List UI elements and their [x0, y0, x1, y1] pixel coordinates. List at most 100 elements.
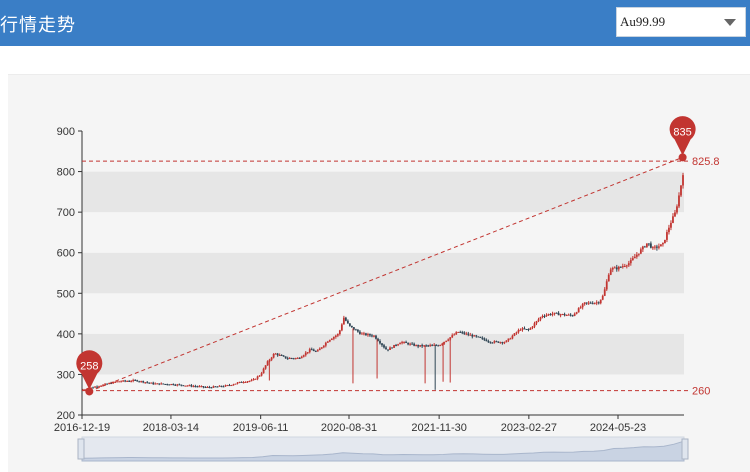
candle-body: [92, 387, 94, 389]
candle-body: [401, 342, 403, 344]
candle-body: [505, 340, 508, 343]
candle-body: [250, 380, 253, 382]
candle-body: [475, 335, 478, 337]
grid-band: [82, 171, 684, 213]
candle-body: [274, 353, 277, 355]
candle-body: [298, 357, 301, 359]
candle-body: [385, 347, 387, 350]
candle-body: [198, 386, 201, 388]
candle-body: [387, 349, 389, 351]
candle-body: [658, 246, 660, 248]
candle-body: [443, 341, 446, 344]
candle-body: [320, 347, 323, 349]
mark-point-dot: [85, 387, 94, 396]
candle-body: [445, 340, 448, 342]
candle-body: [174, 384, 177, 386]
candle-body: [184, 385, 187, 387]
candle-body: [302, 355, 305, 357]
candle-body: [615, 267, 618, 270]
candle-body: [543, 315, 546, 317]
candle-body: [306, 352, 309, 354]
candle-body: [682, 175, 684, 186]
data-zoom-slider[interactable]: [77, 436, 689, 462]
candle-body: [152, 382, 155, 385]
candle-body: [222, 386, 225, 388]
candle-body: [234, 383, 237, 385]
candle-body: [216, 386, 219, 388]
y-tick-label: 500: [57, 288, 75, 300]
page-title: 行情走势: [0, 15, 76, 36]
candle-body: [607, 274, 610, 282]
candle-body: [635, 254, 638, 257]
candle-body: [623, 265, 626, 267]
candle-body: [437, 345, 440, 347]
candle-body: [218, 385, 221, 387]
candle-body: [519, 329, 522, 331]
candle-body: [595, 302, 598, 304]
candle-body: [124, 380, 127, 382]
slider-preview: [81, 440, 685, 462]
candle-body: [613, 267, 616, 269]
y-tick-label: 400: [57, 329, 75, 341]
y-tick-label: 300: [57, 369, 75, 381]
candle-body: [194, 386, 197, 388]
candle-body: [158, 383, 161, 385]
y-tick-label: 200: [57, 410, 75, 422]
candle-body: [597, 302, 600, 304]
candle-body: [338, 330, 341, 335]
candle-body: [589, 302, 592, 304]
candle-body: [186, 385, 189, 387]
candle-body: [517, 330, 520, 333]
candle-body: [645, 243, 648, 247]
variety-select[interactable]: Au99.99: [616, 7, 746, 37]
candle-body: [162, 383, 165, 385]
candle-body: [647, 243, 650, 245]
candle-body: [431, 345, 434, 347]
candle-body: [664, 239, 666, 244]
candle-body: [577, 308, 580, 313]
candle-body: [278, 354, 281, 356]
candle-body: [633, 256, 636, 259]
candle-body: [266, 361, 269, 366]
candle-body: [126, 380, 129, 382]
candle-body: [144, 382, 147, 384]
candle-body: [411, 343, 413, 345]
candle-body: [603, 289, 606, 296]
candle-body: [666, 232, 668, 240]
candle-body: [286, 358, 289, 360]
candle-body: [334, 335, 337, 337]
candle-body: [611, 268, 614, 270]
candle-body: [336, 334, 339, 336]
candle-body: [477, 336, 480, 338]
x-tick-label: 2024-05-23: [590, 422, 646, 434]
candle-body: [427, 345, 430, 347]
mark-point-pin: 258: [76, 350, 103, 390]
trend-line: [89, 156, 683, 392]
candle-body: [246, 381, 249, 383]
candle-body: [668, 227, 670, 233]
candle-body: [453, 334, 456, 336]
grid-band: [82, 252, 684, 294]
candle-body: [146, 382, 149, 384]
x-tick-label: 2020-08-31: [321, 422, 377, 434]
candle-body: [487, 341, 490, 343]
candle-body: [429, 345, 432, 347]
candle-body: [359, 331, 361, 334]
candle-body: [238, 381, 241, 383]
candle-body: [629, 260, 632, 264]
grid-band: [82, 131, 684, 172]
candle-body: [503, 342, 506, 344]
candle-body: [156, 383, 159, 385]
candle-body: [383, 345, 385, 348]
candle-body: [656, 246, 658, 248]
candle-body: [130, 381, 133, 383]
candle-body: [84, 389, 86, 391]
candle-body: [513, 333, 516, 336]
candle-body: [312, 349, 315, 352]
candle-body: [419, 345, 422, 347]
candle-body: [208, 386, 211, 388]
candle-body: [605, 281, 608, 290]
mark-point-dot: [678, 153, 687, 162]
candle-body: [270, 357, 273, 360]
candle-body: [393, 344, 395, 348]
